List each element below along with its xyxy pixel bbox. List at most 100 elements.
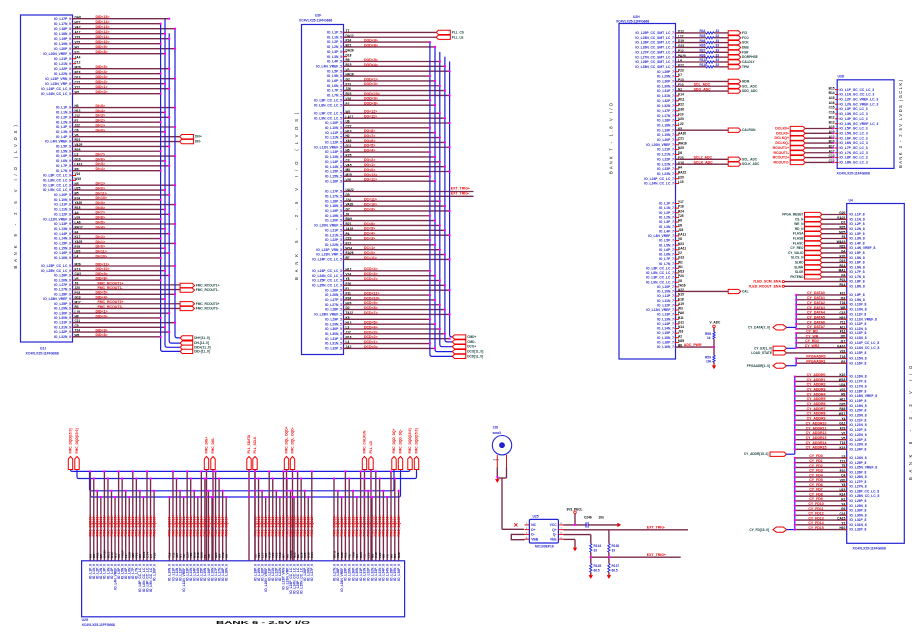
svg-text:IO_L4N_VREF_5: IO_L4N_VREF_5 <box>316 64 342 68</box>
svg-text:IO_L11P_8: IO_L11P_8 <box>850 312 867 316</box>
svg-text:FMC_DQD06-: FMC_DQD06- <box>135 515 139 536</box>
svg-text:10n: 10n <box>599 516 605 520</box>
svg-text:IO_L11N_VREF_8: IO_L11N_VREF_8 <box>850 317 878 321</box>
svg-text:N1: N1 <box>178 554 182 558</box>
svg-text:MC100EP16: MC100EP16 <box>535 545 554 549</box>
svg-text:IO_L24P_CC_LC_7: IO_L24P_CC_LC_7 <box>644 177 674 181</box>
svg-text:CY_ADDR8: CY_ADDR8 <box>807 412 826 416</box>
svg-text:IO_L19N_8: IO_L19N_8 <box>850 404 867 408</box>
svg-text:DI<11>: DI<11> <box>96 250 107 254</box>
svg-text:FMC_RCOUT3+: FMC_RCOUT3+ <box>98 300 124 304</box>
svg-text:U2J: U2J <box>40 347 46 351</box>
svg-text:IO_L10N_6: IO_L10N_6 <box>168 564 172 581</box>
svg-text:DCO[11..0]: DCO[11..0] <box>467 350 483 354</box>
svg-text:V23: V23 <box>840 350 846 354</box>
svg-text:IO_L14N_6: IO_L14N_6 <box>196 564 200 581</box>
svg-text:R3: R3 <box>75 305 79 309</box>
svg-text:IO_L25N_CC_LC_6: IO_L25N_CC_LC_6 <box>299 564 303 594</box>
svg-text:M13: M13 <box>678 270 684 274</box>
svg-text:CY_ADDR12: CY_ADDR12 <box>806 431 827 435</box>
svg-text:C13: C13 <box>829 154 835 158</box>
svg-text:PLL_SCLK: PLL_SCLK <box>253 436 257 454</box>
svg-text:DID<13>: DID<13> <box>96 25 110 29</box>
svg-text:Y2: Y2 <box>841 521 845 525</box>
svg-text:B10: B10 <box>193 552 197 558</box>
svg-text:IO_L13N_6: IO_L13N_6 <box>189 564 193 581</box>
svg-text:K20: K20 <box>839 254 845 258</box>
svg-text:IO_L24N_CC_LC_5: IO_L24N_CC_LC_5 <box>312 274 342 278</box>
svg-text:IO_L14P_5: IO_L14P_5 <box>325 160 342 164</box>
svg-text:DID<10>: DID<10> <box>96 267 110 271</box>
svg-text:FMC_DQD28+: FMC_DQD28+ <box>344 515 348 537</box>
svg-text:IO_L22N_7: IO_L22N_7 <box>657 162 674 166</box>
svg-text:6: 6 <box>561 533 563 535</box>
svg-text:A16: A16 <box>829 101 835 105</box>
svg-text:IO_L13P_8: IO_L13P_8 <box>850 331 867 335</box>
svg-text:3: 3 <box>526 533 528 535</box>
svg-text:IO_L13P_6: IO_L13P_6 <box>185 564 189 581</box>
svg-text:Q-: Q- <box>553 533 557 537</box>
svg-text:Y4: Y4 <box>841 417 845 421</box>
svg-text:J17: J17 <box>346 330 352 334</box>
svg-text:IO_L27P_CC_SMT_LC_7: IO_L27P_CC_SMT_LC_7 <box>636 50 675 54</box>
svg-text:DCD<4>: DCD<4> <box>364 267 378 271</box>
svg-text:PLL_CS: PLL_CS <box>452 30 464 34</box>
svg-text:IO_L4P_5: IO_L4P_5 <box>327 60 342 64</box>
svg-text:DC<11>: DC<11> <box>364 256 377 260</box>
svg-text:DI<4>: DI<4> <box>96 225 106 229</box>
svg-text:FMC_DQD26+: FMC_DQD26+ <box>310 515 314 537</box>
svg-text:CY_DATA7: CY_DATA7 <box>807 325 825 329</box>
svg-text:P13: P13 <box>678 78 684 82</box>
svg-text:IO_L22N_5: IO_L22N_5 <box>325 243 342 247</box>
svg-text:IO_L18P_9: IO_L18P_9 <box>54 27 71 31</box>
svg-text:IO_L26N_6: IO_L26N_6 <box>307 564 311 581</box>
svg-text:IO_L26N_5: IO_L26N_5 <box>325 293 342 297</box>
svg-text:FMC_DQD27+: FMC_DQD27+ <box>336 515 340 537</box>
svg-text:IO_L7N_5: IO_L7N_5 <box>327 94 342 98</box>
svg-text:J25: J25 <box>175 553 179 558</box>
svg-text:DID<4>: DID<4> <box>96 70 108 74</box>
svg-text:EA11: EA11 <box>332 550 336 558</box>
svg-text:V5: V5 <box>841 436 845 440</box>
svg-text:IO_L16P_9: IO_L16P_9 <box>54 251 71 255</box>
svg-text:IO_L1P_8: IO_L1P_8 <box>850 213 865 217</box>
svg-text:EXT_TRIG+: EXT_TRIG+ <box>451 187 470 191</box>
svg-text:IO_L22P_6: IO_L22P_6 <box>275 564 279 581</box>
svg-text:IO_L12P_8: IO_L12P_8 <box>850 322 867 326</box>
svg-text:DID<10>: DID<10> <box>96 40 110 44</box>
svg-text:P4: P4 <box>841 274 845 278</box>
svg-text:K19: K19 <box>268 552 272 558</box>
svg-text:FMC_DQD31-: FMC_DQD31- <box>370 515 374 536</box>
svg-text:C4: C4 <box>841 474 845 478</box>
svg-text:DC<4>: DC<4> <box>364 232 375 236</box>
svg-text:IO_L18N_6: IO_L18N_6 <box>225 564 229 581</box>
svg-text:DO<7>: DO<7> <box>364 134 375 138</box>
svg-text:IO_L31N_9: IO_L31N_9 <box>54 325 71 329</box>
svg-text:FMC_CALRUN: FMC_CALRUN <box>363 430 367 454</box>
svg-text:R22: R22 <box>397 552 401 558</box>
svg-text:IO_L31P_9: IO_L31P_9 <box>54 321 71 325</box>
svg-text:IO_L23P_7: IO_L23P_7 <box>657 167 674 171</box>
svg-text:H5: H5 <box>346 149 350 153</box>
svg-text:IO_L17N_9: IO_L17N_9 <box>54 22 71 26</box>
svg-text:IO_L6P_7: IO_L6P_7 <box>659 248 674 252</box>
svg-text:P4: P4 <box>346 232 350 236</box>
svg-text:CY_FD1: CY_FD1 <box>809 459 822 463</box>
svg-text:DH+[11..0]: DH+[11..0] <box>194 336 210 340</box>
svg-text:CY_FD9: CY_FD9 <box>809 497 822 501</box>
svg-text:IO_L7P_6: IO_L7P_6 <box>131 564 135 579</box>
svg-text:DCD<9>: DCD<9> <box>364 301 378 305</box>
svg-text:IO_L28P_9: IO_L28P_9 <box>54 292 71 296</box>
svg-text:DO<11>: DO<11> <box>364 115 377 119</box>
svg-text:IO_L19P_5: IO_L19P_5 <box>325 209 342 213</box>
svg-text:IO_L3N_9: IO_L3N_9 <box>56 130 71 134</box>
svg-text:IO_L17N_5: IO_L17N_5 <box>325 194 342 198</box>
svg-text:D13: D13 <box>75 75 81 79</box>
svg-text:IO_L8P_CC_LC_6: IO_L8P_CC_LC_6 <box>138 564 142 592</box>
svg-text:IO_L4P_7: IO_L4P_7 <box>659 229 674 233</box>
svg-text:DOD<8>: DOD<8> <box>364 43 378 47</box>
svg-text:H9: H9 <box>389 554 393 558</box>
svg-text:CA3: CA3 <box>75 272 82 276</box>
svg-text:IO_L9N_8: IO_L9N_8 <box>850 298 865 302</box>
svg-text:IO_L6N_7: IO_L6N_7 <box>659 253 674 257</box>
